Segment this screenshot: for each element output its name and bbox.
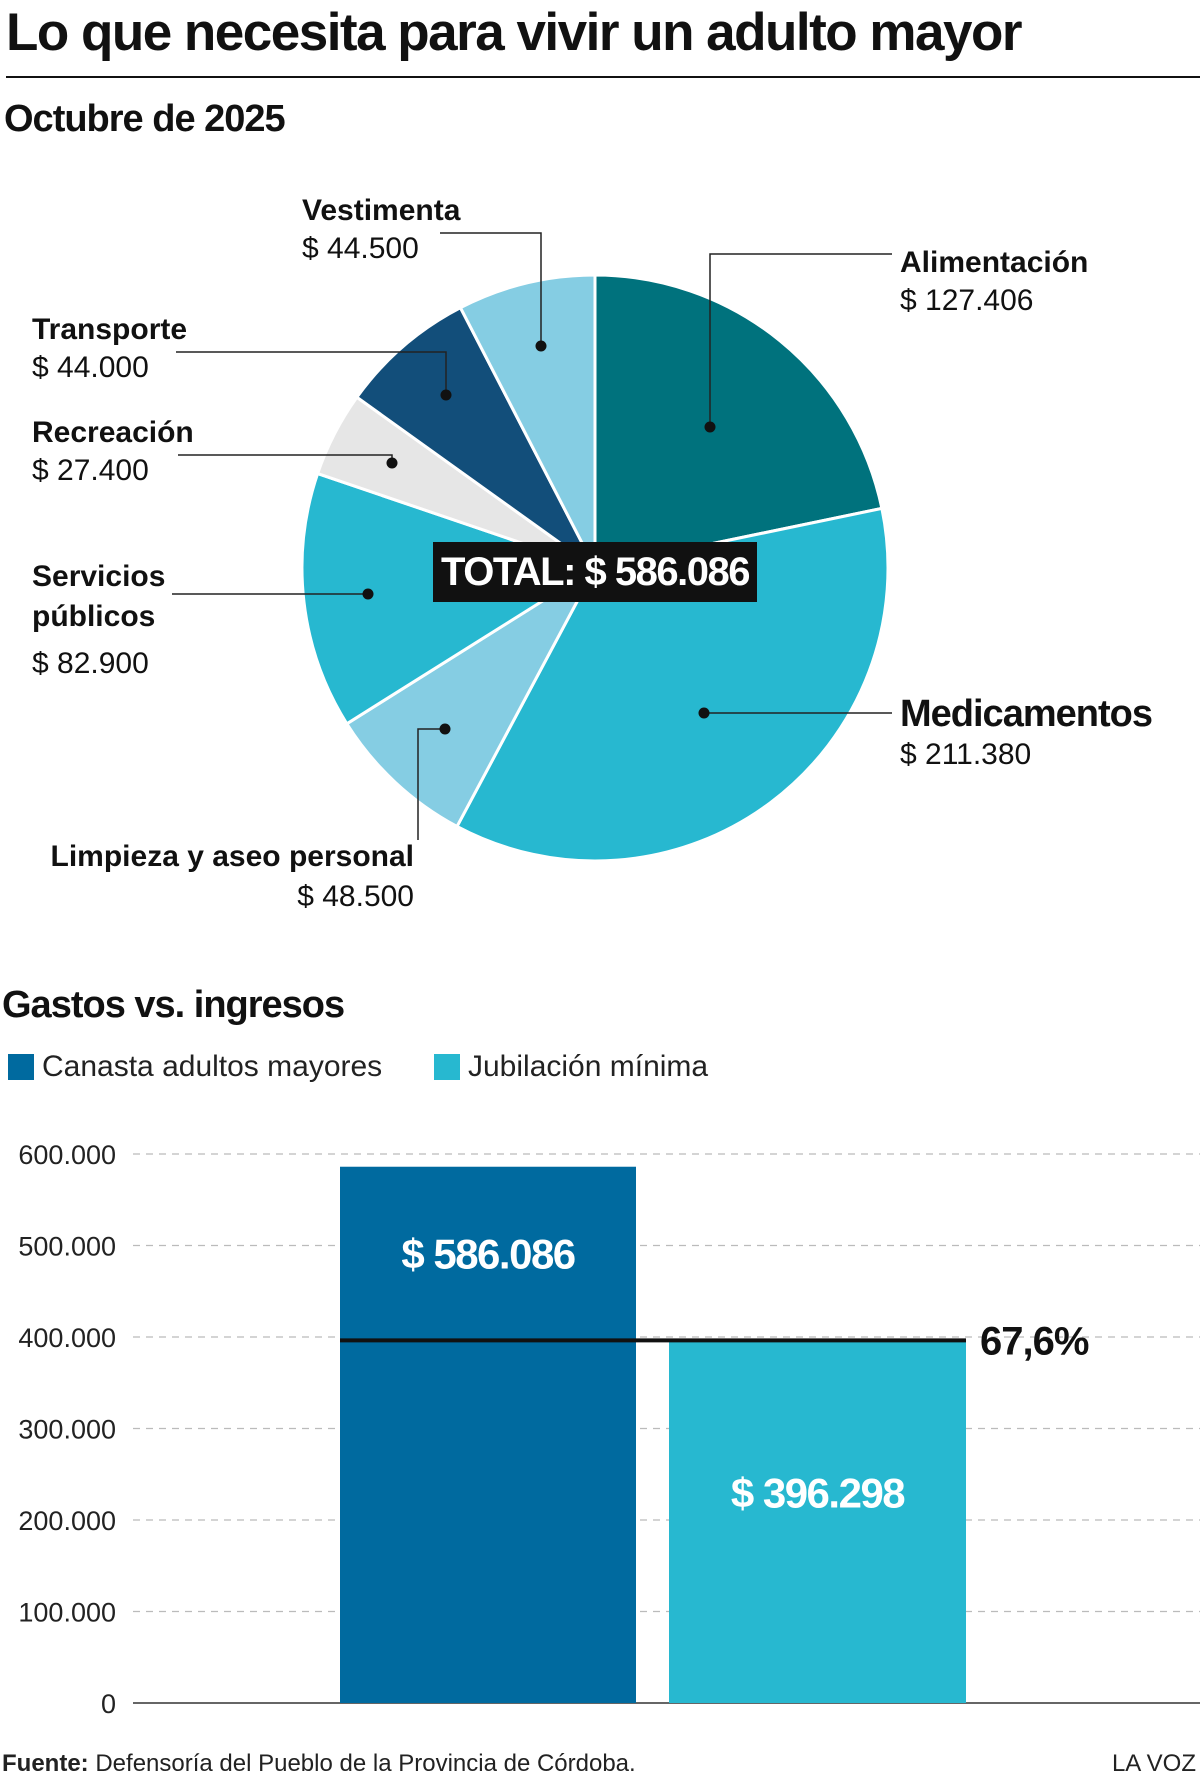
page-title: Lo que necesita para vivir un adulto may… <box>6 3 1022 62</box>
pie-value-alimentacion: $ 127.406 <box>900 284 1033 317</box>
pie-total-label: TOTAL: $ 586.086 <box>433 542 757 602</box>
title-divider <box>6 76 1200 78</box>
y-tick-label: 200.000 <box>18 1506 116 1536</box>
y-tick-label: 600.000 <box>18 1140 116 1170</box>
leader-dot-alimentacion <box>704 421 716 433</box>
legend-swatch-jubilacion <box>434 1054 460 1080</box>
bar-jubilacion-minima <box>669 1340 966 1703</box>
leader-dot-transporte <box>440 389 452 401</box>
pie-value-recreacion: $ 27.400 <box>32 454 149 487</box>
pie-value-vestimenta: $ 44.500 <box>302 232 419 265</box>
bar-chart-legend: Canasta adultos mayores Jubilación mínim… <box>0 1047 1200 1087</box>
leader-dot-limpieza-y-aseo-personal <box>439 723 451 735</box>
pie-label-servicios-publicos-line1: Servicios <box>32 560 165 593</box>
pie-slice-limpieza-y-aseo-personal <box>344 563 599 829</box>
pie-chart-title: Octubre de 2025 <box>4 98 286 140</box>
legend-item-canasta: Canasta adultos mayores <box>8 1047 382 1087</box>
pie-label-servicios-publicos-line2: públicos <box>32 600 155 633</box>
y-tick-label: 500.000 <box>18 1232 116 1262</box>
pie-label-medicamentos: Medicamentos <box>900 693 1152 735</box>
pie-value-medicamentos: $ 211.380 <box>900 738 1031 771</box>
ratio-annotation-label: 67,6% <box>980 1319 1089 1363</box>
leader-dot-medicamentos <box>698 707 710 719</box>
legend-label-canasta: Canasta adultos mayores <box>42 1050 383 1083</box>
source-text: Defensoría del Pueblo de la Provincia de… <box>95 1750 636 1777</box>
leader-dot-servicios-publicos <box>362 588 374 600</box>
y-tick-label: 100.000 <box>18 1598 116 1628</box>
y-tick-label: 300.000 <box>18 1415 116 1445</box>
pie-label-alimentacion: Alimentación <box>900 246 1088 279</box>
pie-value-transporte: $ 44.000 <box>32 351 149 384</box>
pie-chart: Alimentación $ 127.406 Medicamentos$ 211.3… <box>32 194 1153 913</box>
leader-line-transporte <box>176 351 447 395</box>
bar-canasta-adultos-mayores <box>340 1166 636 1703</box>
y-tick-label: 0 <box>101 1689 116 1719</box>
source-note: Fuente: Defensoría del Pueblo de la Prov… <box>2 1750 636 1778</box>
source-label: Fuente: <box>2 1750 89 1777</box>
pie-label-vestimenta: Vestimenta <box>302 194 461 227</box>
bar-value-label-jubilacion-minima: $ 396.298 <box>731 1470 905 1517</box>
leader-line-limpieza-y-aseo-personal <box>417 728 445 840</box>
bar-value-label-canasta-adultos-mayores: $ 586.086 <box>401 1231 574 1278</box>
pie-slice-transporte <box>354 305 597 570</box>
legend-label-jubilacion: Jubilación mínima <box>468 1050 709 1083</box>
brand-logo-text: LA VOZ <box>1111 1750 1196 1777</box>
pie-slice-vestimenta <box>458 273 597 569</box>
pie-slice-alimentacion <box>593 273 884 570</box>
legend-swatch-canasta <box>8 1054 34 1080</box>
pie-value-servicios-publicos: $ 82.900 <box>32 647 149 680</box>
pie-label-transporte: Transporte <box>32 313 187 346</box>
pie-label-limpieza-y-aseo-personal: Limpieza y aseo personal <box>51 840 414 873</box>
leader-dot-vestimenta <box>535 340 547 352</box>
leader-line-vestimenta <box>440 232 542 346</box>
legend-item-jubilacion: Jubilación mínima <box>434 1047 708 1087</box>
pie-value-limpieza-y-aseo-personal: $ 48.500 <box>297 880 414 913</box>
leader-line-alimentacion <box>709 253 892 427</box>
bar-chart-title: Gastos vs. ingresos <box>2 984 345 1026</box>
bar-chart: 0 100.000 200.000 300.000 400.000 500.000 600.… <box>18 1140 1200 1719</box>
pie-slice-medicamentos <box>454 506 890 863</box>
pie-label-recreacion: Recreación <box>32 416 194 449</box>
leader-dot-recreacion <box>386 457 398 469</box>
y-tick-label: 400.000 <box>18 1323 116 1353</box>
